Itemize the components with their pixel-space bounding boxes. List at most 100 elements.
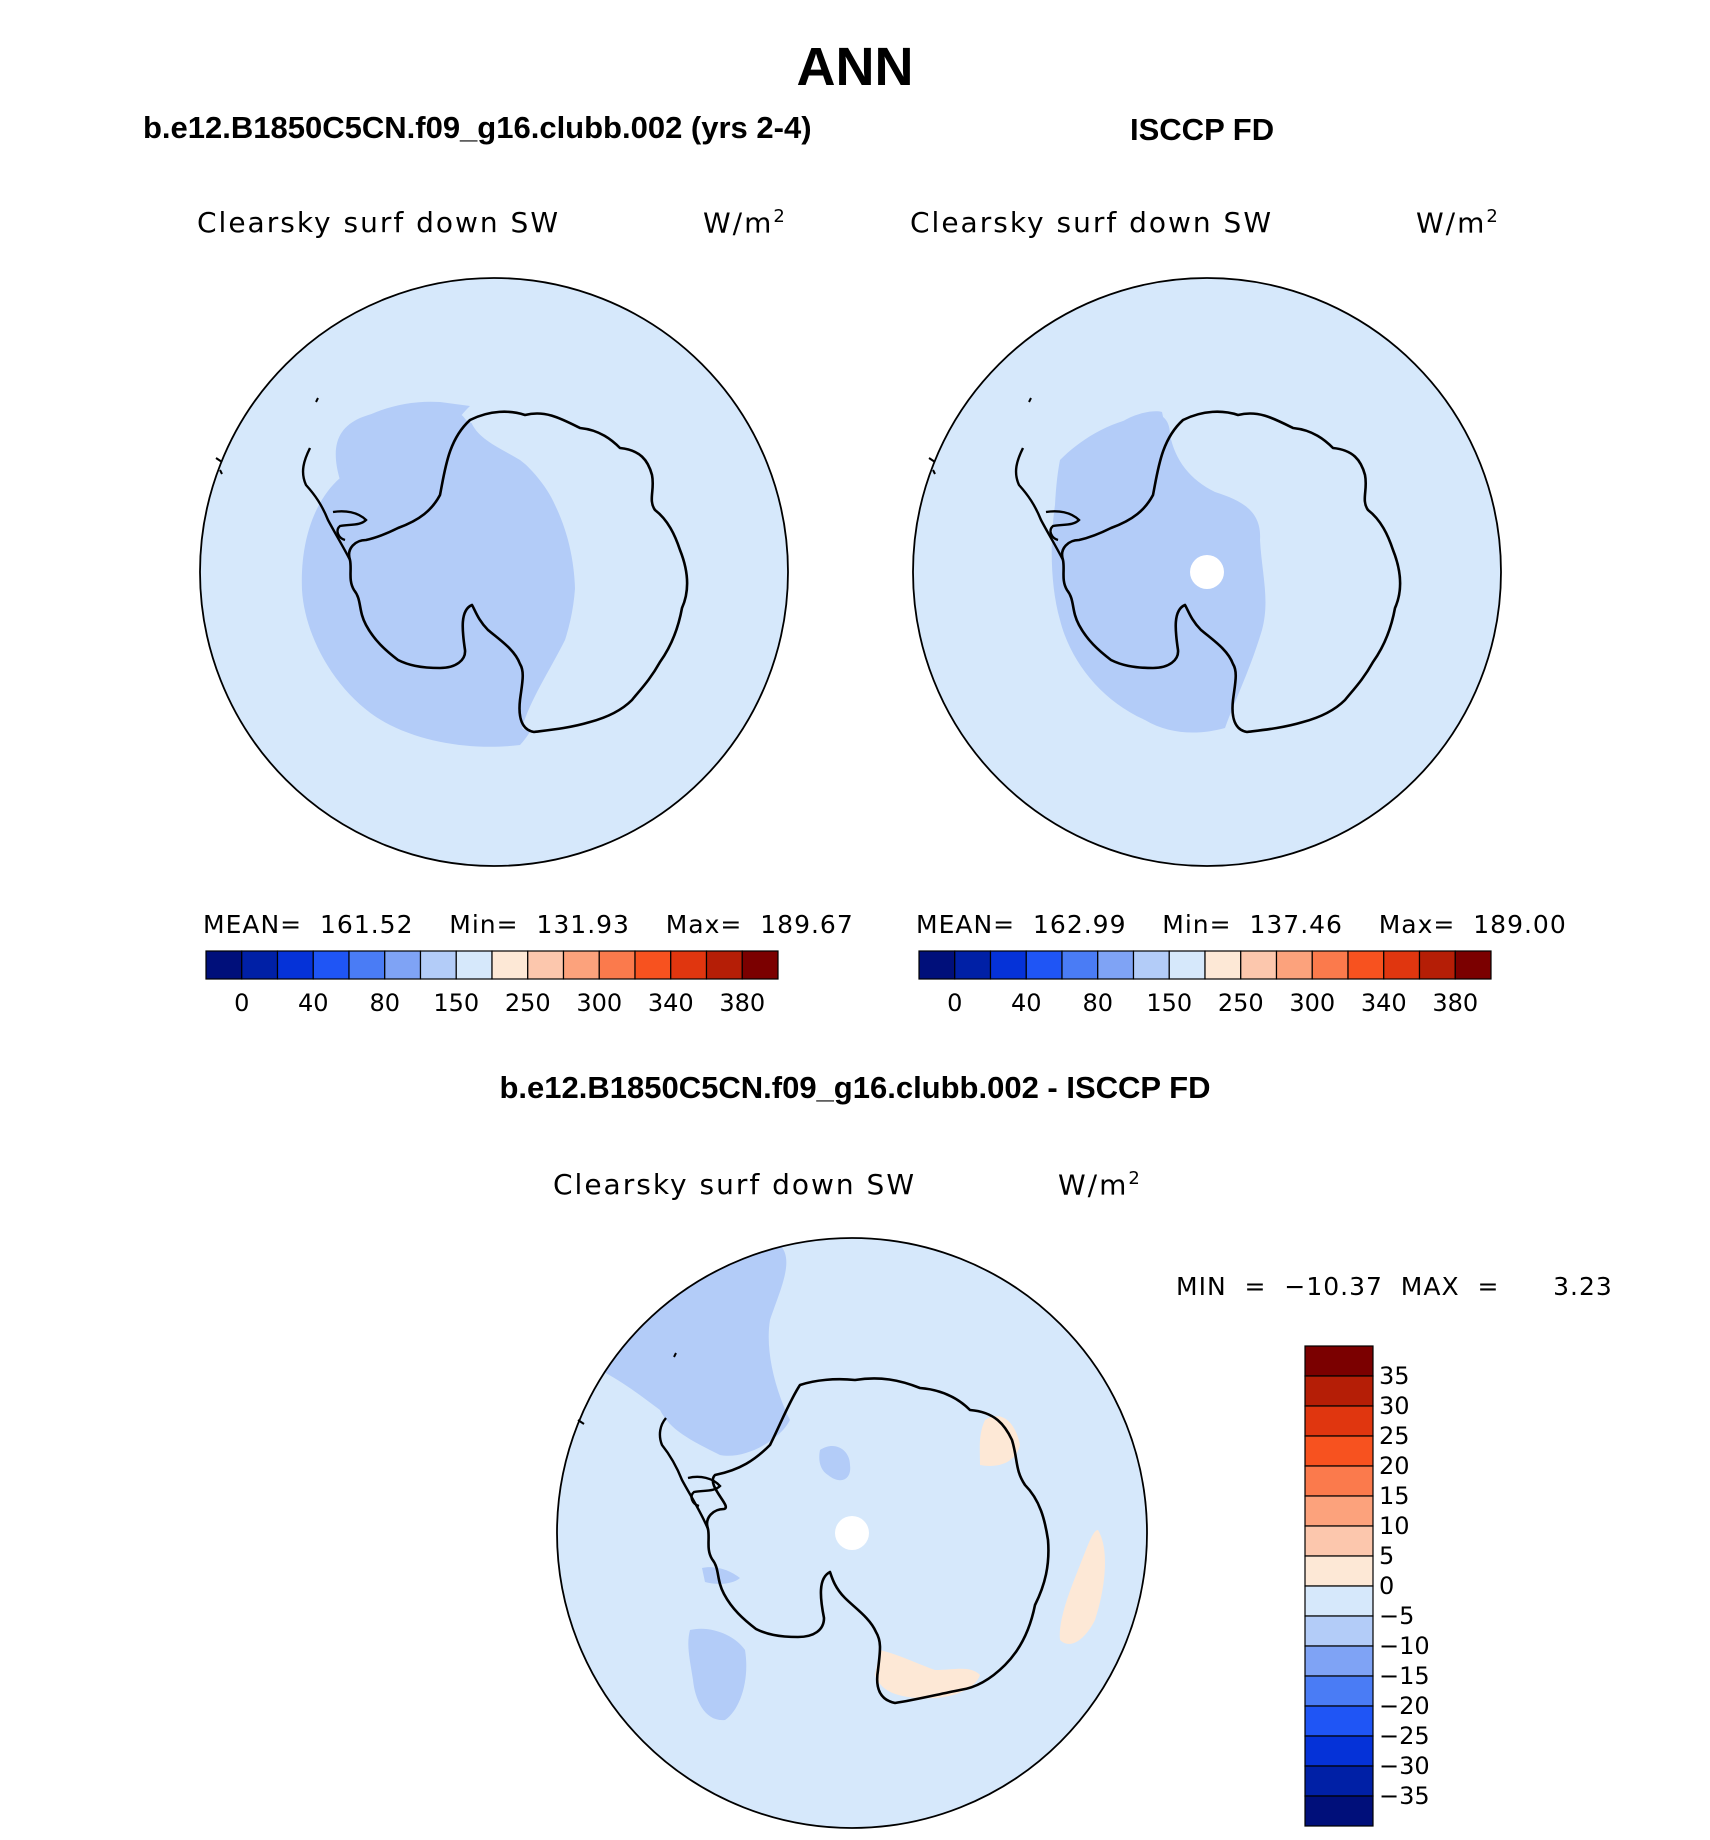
panel-2-colorbar-label: 0 [947,989,963,1017]
diff-colorbar-box [1304,1405,1374,1437]
diff-colorbar-box [1304,1705,1374,1737]
diff-colorbar-box [1304,1615,1374,1647]
panel-2-colorbar-box [1168,950,1206,980]
panel-2-colorbar-box [918,950,956,980]
diff-negative-sw [688,1628,747,1721]
panel-2-peninsula [1014,447,1065,561]
diff-colorbar-box [1304,1345,1374,1377]
diff-colorbar-label: −10 [1379,1632,1430,1660]
panel-2-colorbar-box [989,950,1027,980]
panel-1-map [199,277,789,867]
panel-2-missing-pole [1190,555,1224,589]
panel-1-island [215,397,319,475]
panel-2-units-exp: 2 [1486,206,1500,227]
panel-1-colorbar-label: 250 [504,989,551,1017]
panel-1-colorbar-label: 300 [576,989,623,1017]
panel-2-colorbar-label: 340 [1360,989,1407,1017]
diff-colorbar-box [1304,1735,1374,1767]
diff-colorbar-label: 25 [1379,1422,1410,1450]
panel-1-peninsula [301,447,352,561]
diff-colorbar-box [1304,1525,1374,1557]
panel-1-colorbar-label: 0 [234,989,250,1017]
diff-colorbar-box [1304,1765,1374,1797]
panel-1-mid-region [301,403,576,747]
panel-1-units-exp: 2 [773,206,787,227]
diff-units: W/m2 [1058,1168,1142,1201]
panel-1-coastline [347,410,689,734]
panel-1-colorbar [205,950,779,980]
panel-2-colorbar-box [1418,950,1456,980]
diff-colorbar-label: 10 [1379,1512,1410,1540]
panel-1-colorbar-box [205,950,243,980]
panel-2-colorbar-label: 380 [1432,989,1479,1017]
diff-colorbar-box [1304,1675,1374,1707]
diff-positive-south [875,1650,980,1699]
panel-1-colorbar-box [384,950,422,980]
diff-units-exp: 2 [1128,1168,1142,1189]
panel-1-colorbar-box [241,950,279,980]
panel-2-mid-region [1051,414,1266,733]
panel-2-colorbar-label: 80 [1082,989,1114,1017]
panel-2-stats: MEAN= 162.99 Min= 137.46 Max= 189.00 [916,910,1567,939]
panel-2-colorbar-label: 250 [1217,989,1264,1017]
diff-positive-ne [979,1416,1020,1466]
panel-1-colorbar-box [670,950,708,980]
panel-1-colorbar-label: 80 [369,989,401,1017]
panel-1-light-inner [472,413,684,733]
panel-2-units: W/m2 [1416,206,1500,239]
diff-units-base: W/m [1058,1168,1129,1202]
diff-colorbar-label: 0 [1379,1572,1395,1600]
panel-2-colorbar-box [1311,950,1349,980]
panel-2-ice-shelf [1045,510,1081,542]
diff-colorbar-box [1304,1465,1374,1497]
panel-1-colorbar-box [705,950,743,980]
panel-2-heading: ISCCP FD [1130,112,1275,147]
diff-colorbar-label: 5 [1379,1542,1395,1570]
diff-ice-shelf [687,1475,722,1508]
panel-1-colorbar-box [276,950,314,980]
panel-2-mid-west-tongue [1090,411,1168,490]
diff-colorbar-label: 20 [1379,1452,1410,1480]
panel-2-coastline [1060,410,1402,734]
diff-colorbar-box [1304,1375,1374,1407]
panel-1-stats: MEAN= 161.52 Min= 131.93 Max= 189.67 [203,910,854,939]
diff-colorbar-label: −30 [1379,1752,1430,1780]
diff-island [577,1352,677,1425]
diff-missing-pole [835,1516,869,1550]
diff-stats: MIN = −10.37 MAX = 3.23 [1176,1272,1613,1301]
panel-1-heading: b.e12.B1850C5CN.f09_g16.clubb.002 (yrs 2… [143,110,812,145]
panel-1-colorbar-label: 150 [433,989,480,1017]
panel-1-units-base: W/m [703,206,774,240]
panel-2-colorbar-box [1025,950,1063,980]
panel-2-colorbar-label: 150 [1146,989,1193,1017]
panel-1-colorbar-box [491,950,529,980]
panel-1-units: W/m2 [703,206,787,239]
diff-colorbar [1304,1345,1374,1827]
diff-colorbar-box [1304,1795,1374,1827]
panel-1-mid-region-north [340,401,520,485]
diff-colorbar-box [1304,1435,1374,1467]
panel-1-colorbar-box [455,950,493,980]
panel-2-colorbar-box [1240,950,1278,980]
panel-1-colorbar-box [741,950,779,980]
diff-negative-patch [819,1445,851,1481]
page-title: ANN [796,37,914,97]
diff-colorbar-label: −20 [1379,1692,1430,1720]
panel-1-colorbar-label: 380 [719,989,766,1017]
diff-heading: b.e12.B1850C5CN.f09_g16.clubb.002 - ISCC… [499,1070,1211,1105]
panel-1-colorbar-box [419,950,457,980]
panel-2-colorbar-box [954,950,992,980]
diff-variable: Clearsky surf down SW [553,1168,917,1201]
diff-coastline [705,1377,1050,1705]
panel-1-colorbar-box [562,950,600,980]
panel-2-colorbar-box [1132,950,1170,980]
diff-colorbar-box [1304,1645,1374,1677]
panel-2-colorbar-box [1383,950,1421,980]
diff-colorbar-label: −25 [1379,1722,1430,1750]
diff-colorbar-label: −35 [1379,1782,1430,1810]
panel-1-colorbar-box [348,950,386,980]
diff-colorbar-box [1304,1495,1374,1527]
panel-1-colorbar-box [598,950,636,980]
panel-2-colorbar-label: 40 [1010,989,1042,1017]
